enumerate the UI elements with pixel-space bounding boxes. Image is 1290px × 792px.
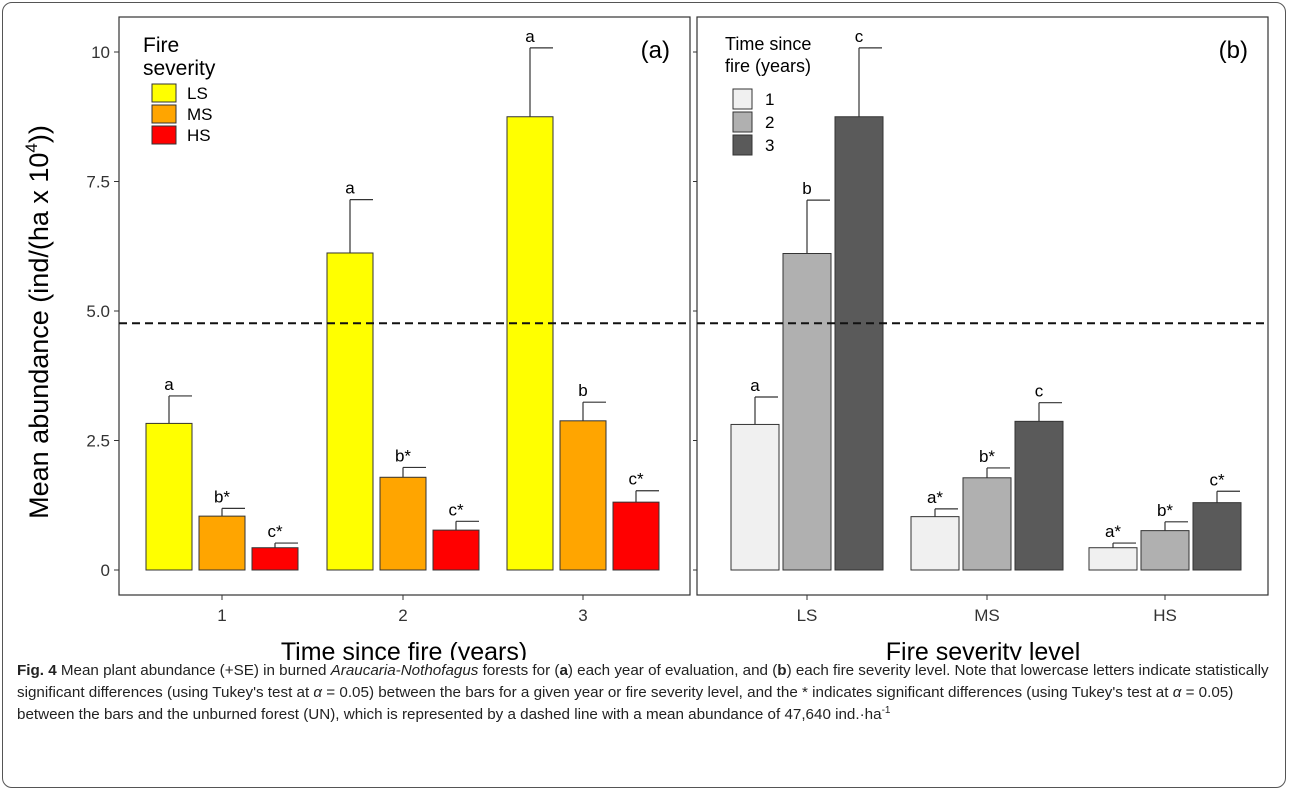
significance-letter: b*: [1157, 501, 1173, 520]
caption-panel-a: a: [559, 662, 568, 679]
significance-letter: a: [525, 27, 535, 46]
caption-text-1: Mean plant abundance (+SE) in burned: [56, 662, 331, 679]
caption-fig-label: Fig. 4: [17, 662, 57, 679]
caption-text-5: = 0.05) between the bars for a given yea…: [322, 684, 1173, 701]
significance-letter: b*: [214, 487, 230, 506]
chart-panel-a: 0 2.5 5.0 7.5 10 Mean abundance (ind/(ha x 10…: [22, 16, 691, 660]
bar: [1014, 420, 1064, 571]
bar: [432, 529, 480, 571]
y-axis-label-superscript: 4: [22, 143, 41, 152]
bar: [962, 477, 1012, 571]
legend-swatch: [732, 134, 753, 156]
significance-letter: a: [750, 376, 760, 395]
legend-label: 2: [765, 113, 774, 132]
significance-letter: c*: [628, 470, 644, 489]
y-axis-label-end: )): [24, 125, 54, 143]
legend-label: MS: [187, 105, 213, 124]
significance-letter: c: [855, 27, 864, 46]
significance-letter: b: [578, 381, 587, 400]
caption-text-4: ) each fire severity level. Note that lo…: [17, 662, 1269, 701]
legend-label: HS: [187, 126, 211, 145]
significance-letter: a*: [1105, 522, 1121, 541]
legend-swatch: [151, 125, 177, 145]
bar: [251, 547, 299, 571]
caption-alpha-1: α: [313, 684, 323, 701]
bar: [1140, 530, 1190, 571]
bar: [612, 501, 660, 571]
bar: [145, 422, 193, 571]
y-tick-label: 5.0: [86, 302, 110, 321]
significance-letter: a*: [927, 488, 943, 507]
significance-letter: b: [802, 179, 811, 198]
legend-title: severity: [143, 57, 216, 80]
x-axis-label: Fire severity level: [886, 638, 1081, 660]
significance-letter: a: [345, 179, 355, 198]
y-tick-label: 0: [101, 561, 110, 580]
bar: [730, 423, 780, 571]
significance-letter: c*: [1209, 470, 1225, 489]
caption-species: Araucaria-Nothofagus: [330, 662, 479, 679]
significance-letter: c: [1035, 382, 1044, 401]
bar: [834, 116, 884, 571]
legend-label: 3: [765, 136, 774, 155]
caption-text-3: ) each year of evaluation, and (: [567, 662, 778, 679]
plot-border: [696, 16, 1269, 596]
significance-letter: b*: [395, 446, 411, 465]
x-tick-label: LS: [797, 606, 818, 625]
bar: [326, 252, 374, 571]
x-tick-label: 1: [217, 606, 226, 625]
bar: [782, 253, 832, 571]
x-tick-label: 3: [578, 606, 587, 625]
legend-swatch: [732, 88, 753, 110]
legend-swatch: [732, 111, 753, 133]
bar: [1088, 547, 1138, 571]
caption-panel-b: b: [777, 662, 787, 679]
chart-panel-b: LS MS HS Fire severity level a a* a* b b* b* c c c* (…: [693, 16, 1269, 660]
caption-superscript: -1: [881, 704, 891, 716]
caption-text-2: forests for (: [478, 662, 560, 679]
y-axis-label-main: Mean abundance (ind/(ha x 10: [24, 153, 54, 519]
y-tick-label: 10: [91, 43, 110, 62]
caption-text-6: = 0.05) between the bars and the unburne…: [17, 684, 1234, 723]
y-tick-label: 2.5: [86, 432, 110, 451]
bar: [506, 116, 554, 571]
bar: [1192, 502, 1242, 571]
legend-label: 1: [765, 90, 774, 109]
caption-alpha-2: α: [1172, 684, 1182, 701]
x-axis-label: Time since fire (years): [281, 638, 527, 660]
legend-title: fire (years): [725, 56, 811, 76]
panel-label: (b): [1219, 37, 1248, 64]
legend-title: Time since: [725, 34, 811, 54]
legend-swatch: [151, 83, 177, 103]
x-tick-label: HS: [1153, 606, 1177, 625]
bar: [559, 420, 607, 571]
significance-letter: a: [164, 375, 174, 394]
x-tick-label: MS: [974, 606, 1000, 625]
y-tick-label: 7.5: [86, 173, 110, 192]
significance-letter: b*: [979, 447, 995, 466]
x-tick-label: 2: [398, 606, 407, 625]
legend-swatch: [151, 104, 177, 124]
legend-title: Fire: [143, 34, 179, 57]
panel-label: (a): [641, 37, 670, 64]
plot-border: [118, 16, 691, 596]
bar: [198, 515, 246, 571]
significance-letter: c*: [267, 522, 283, 541]
legend-label: LS: [187, 84, 208, 103]
significance-letter: c*: [448, 500, 464, 519]
bar: [379, 476, 427, 571]
figure-chart: 0 2.5 5.0 7.5 10 Mean abundance (ind/(ha x 10…: [22, 16, 1269, 660]
figure-caption: Fig. 4 Mean plant abundance (+SE) in bur…: [17, 660, 1279, 726]
y-axis-label: Mean abundance (ind/(ha x 104)): [22, 125, 54, 519]
bar: [910, 516, 960, 571]
